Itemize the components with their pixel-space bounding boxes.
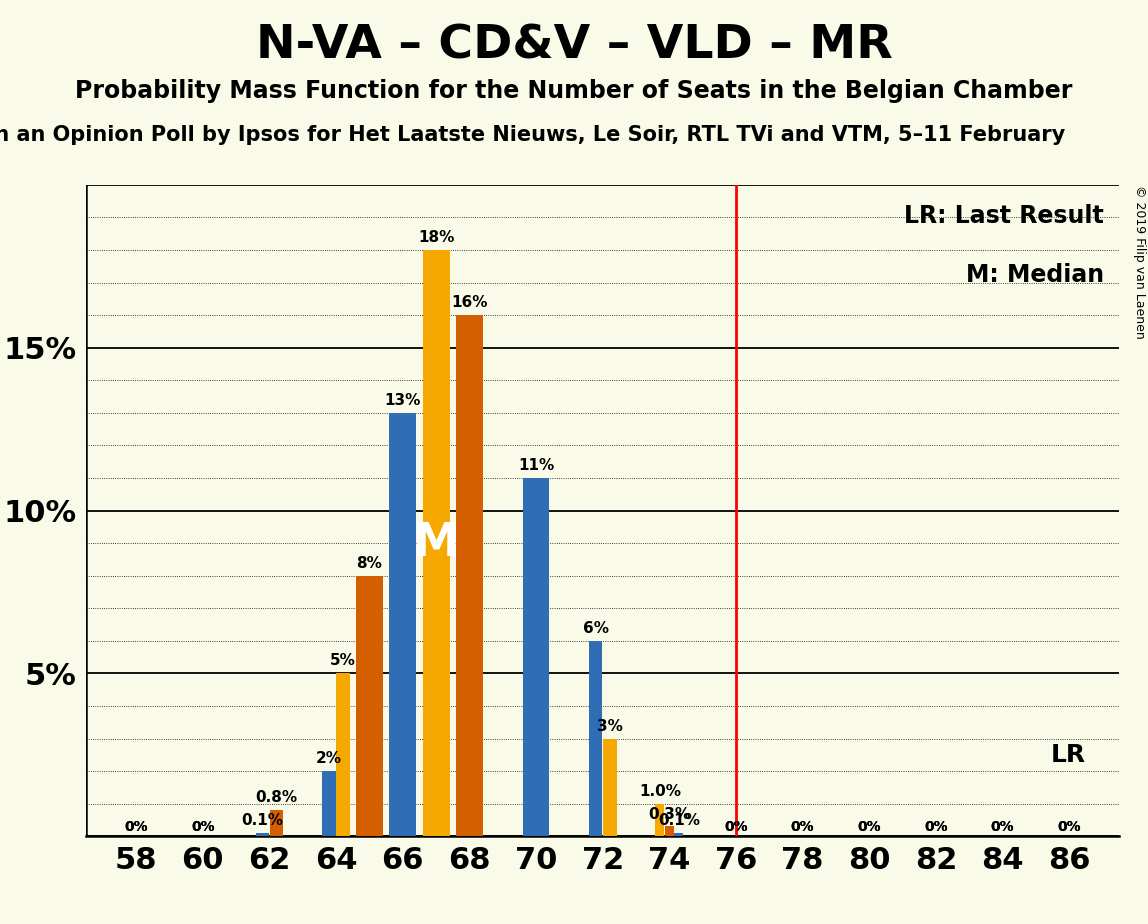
Text: 1.0%: 1.0% [639, 784, 681, 798]
Text: 18%: 18% [418, 230, 455, 245]
Bar [456, 315, 483, 836]
Bar [323, 771, 335, 836]
Text: 0%: 0% [991, 820, 1015, 833]
Bar [356, 576, 382, 836]
Text: M: M [412, 520, 459, 565]
Bar [674, 833, 683, 836]
Text: 0%: 0% [1057, 820, 1081, 833]
Text: 0%: 0% [191, 820, 215, 833]
Text: 0.1%: 0.1% [241, 813, 284, 828]
Text: 0%: 0% [991, 820, 1015, 833]
Bar [336, 674, 350, 836]
Text: 0%: 0% [724, 820, 747, 833]
Text: 0.1%: 0.1% [658, 813, 700, 828]
Text: 0%: 0% [791, 820, 814, 833]
Text: 3%: 3% [597, 719, 622, 734]
Bar [665, 826, 674, 836]
Text: 0%: 0% [858, 820, 882, 833]
Text: 0.8%: 0.8% [255, 790, 297, 806]
Text: LR: Last Result: LR: Last Result [905, 204, 1103, 228]
Text: 16%: 16% [451, 295, 488, 310]
Text: 0%: 0% [124, 820, 148, 833]
Bar [589, 641, 603, 836]
Text: LR: LR [1050, 743, 1086, 767]
Text: 0%: 0% [924, 820, 948, 833]
Text: 6%: 6% [583, 621, 608, 636]
Bar [656, 804, 665, 836]
Text: © 2019 Filip van Laenen: © 2019 Filip van Laenen [1133, 185, 1146, 338]
Text: 0%: 0% [1057, 820, 1081, 833]
Bar [422, 249, 450, 836]
Text: 0%: 0% [858, 820, 882, 833]
Text: 13%: 13% [385, 393, 421, 407]
Text: 2%: 2% [316, 751, 342, 766]
Text: M: Median: M: Median [965, 263, 1103, 287]
Text: 0%: 0% [191, 820, 215, 833]
Text: 0.3%: 0.3% [649, 807, 690, 821]
Text: Probability Mass Function for the Number of Seats in the Belgian Chamber: Probability Mass Function for the Number… [76, 79, 1072, 103]
Text: 0%: 0% [724, 820, 747, 833]
Text: N-VA – CD&V – VLD – MR: N-VA – CD&V – VLD – MR [256, 23, 892, 68]
Bar [270, 810, 284, 836]
Bar [256, 833, 269, 836]
Text: 8%: 8% [357, 555, 382, 571]
Text: 5%: 5% [331, 653, 356, 668]
Text: 0%: 0% [924, 820, 948, 833]
Bar [389, 413, 417, 836]
Text: on an Opinion Poll by Ipsos for Het Laatste Nieuws, Le Soir, RTL TVi and VTM, 5–: on an Opinion Poll by Ipsos for Het Laat… [0, 125, 1065, 145]
Text: 0%: 0% [124, 820, 148, 833]
Bar [522, 478, 550, 836]
Text: 0%: 0% [791, 820, 814, 833]
Text: 11%: 11% [518, 458, 554, 473]
Bar [603, 738, 616, 836]
